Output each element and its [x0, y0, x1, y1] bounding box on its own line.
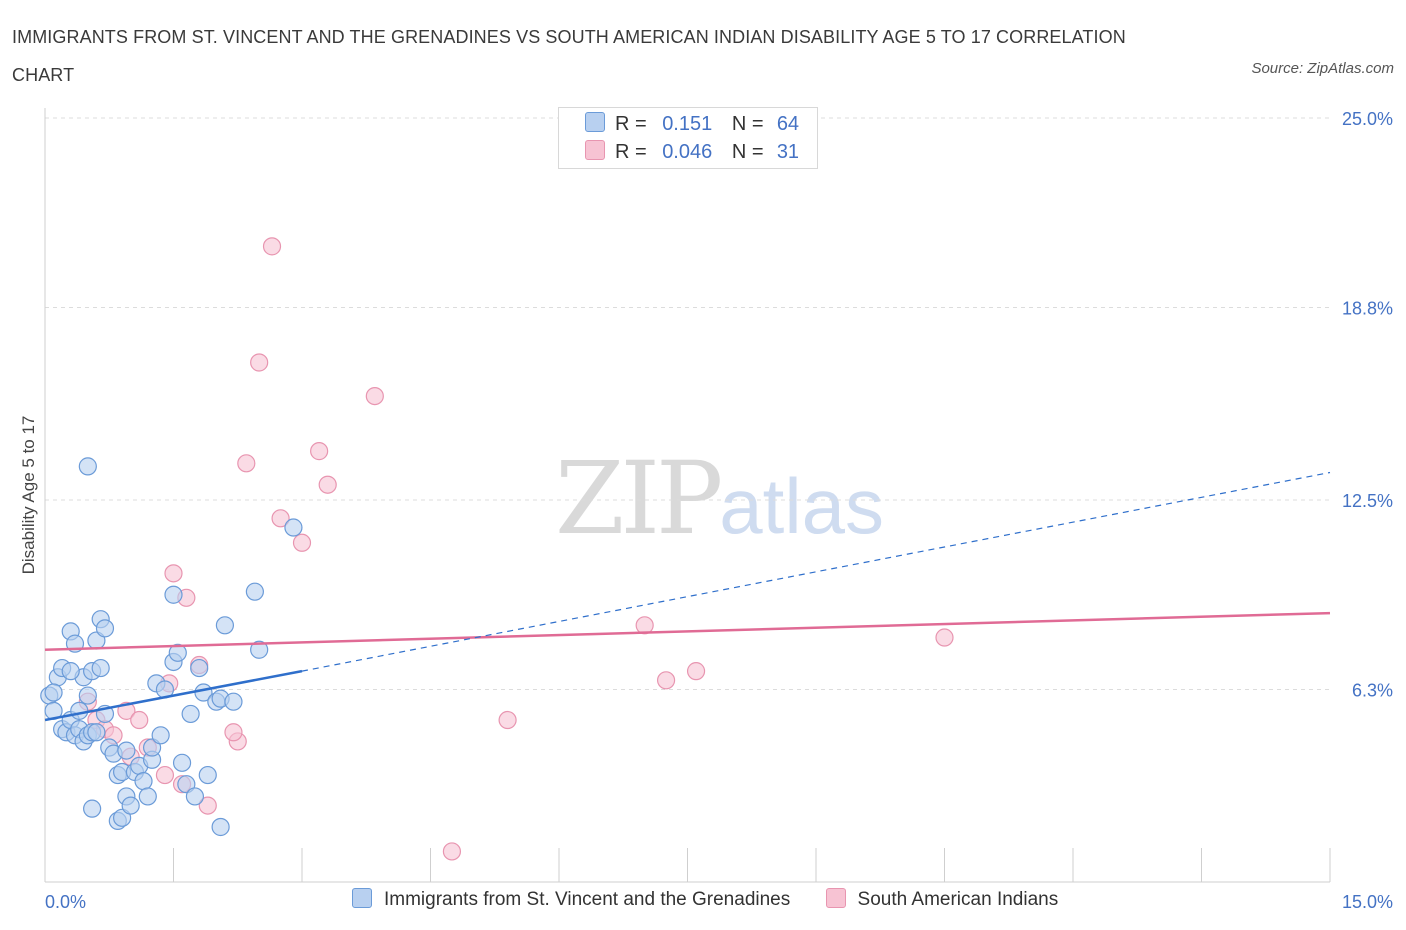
watermark-zip: ZIP — [555, 440, 723, 557]
blue-point — [181, 704, 200, 724]
blue-point — [95, 619, 115, 638]
blue-point — [211, 817, 230, 837]
pink-point — [318, 475, 337, 494]
n-value: 64 — [776, 113, 800, 135]
pink-point — [292, 533, 312, 552]
pink-swatch — [825, 888, 846, 908]
n-label: N = — [731, 141, 764, 163]
blue-swatch — [352, 888, 372, 908]
pink-point — [365, 386, 384, 406]
stats-legend-row-pink: R = 0.046 N = 31 — [585, 140, 799, 164]
legend-label: South American Indians — [857, 889, 1059, 910]
blue-trendline-extension — [301, 471, 1331, 672]
pink-point — [935, 628, 954, 647]
blue-point — [78, 686, 97, 705]
stats-legend-row-blue: R = 0.151 N = 64 — [585, 112, 799, 136]
y-axis-title: Disability Age 5 to 17 — [19, 416, 38, 575]
blue-point — [198, 765, 217, 785]
pink-point — [155, 765, 175, 785]
blue-point — [44, 683, 63, 702]
blue-point — [151, 726, 170, 745]
blue-point — [117, 741, 136, 760]
blue-point — [138, 787, 157, 806]
n-value: 31 — [776, 141, 800, 163]
blue-point — [250, 640, 269, 659]
y-tick-label: 25.0% — [1342, 109, 1393, 129]
y-tick-label: 12.5% — [1342, 491, 1393, 511]
blue-point — [61, 662, 80, 681]
pink-point — [262, 237, 282, 256]
source-label: Source: ZipAtlas.com — [1251, 60, 1394, 77]
blue-point — [172, 753, 192, 772]
blue-point — [215, 616, 234, 635]
y-tick-label: 18.8% — [1342, 298, 1393, 318]
blue-point — [190, 658, 209, 678]
blue-point — [91, 658, 110, 678]
pink-point — [310, 442, 329, 461]
legend-label: Immigrants from St. Vincent and the Gren… — [384, 889, 791, 910]
blue-point — [87, 723, 106, 742]
n-label: N = — [731, 113, 764, 135]
pink-trendline — [44, 611, 1331, 651]
blue-point — [168, 643, 187, 662]
legend-item-south-american-indians: South American Indians — [825, 888, 1059, 911]
pink-point — [237, 454, 256, 473]
pink-point — [224, 723, 243, 742]
pink-point — [498, 710, 517, 730]
watermark: ZIPatlas — [555, 440, 884, 557]
pink-point — [164, 564, 183, 583]
blue-point — [164, 585, 183, 604]
pink-swatch — [585, 140, 605, 160]
pink-point — [271, 509, 290, 528]
blue-swatch — [585, 112, 605, 132]
blue-point — [70, 701, 89, 720]
r-value: 0.046 — [662, 141, 713, 163]
blue-point — [78, 457, 97, 476]
blue-point — [121, 796, 140, 815]
r-value: 0.151 — [662, 113, 713, 135]
pink-point — [442, 842, 462, 861]
blue-trendline — [44, 669, 303, 722]
watermark-atlas: atlas — [719, 462, 885, 550]
chart-title: IMMIGRANTS FROM ST. VINCENT AND THE GREN… — [12, 27, 1126, 85]
series-legend: Immigrants from St. Vincent and the Gren… — [352, 888, 1088, 911]
y-tick-label: 6.3% — [1352, 680, 1393, 700]
pink-point — [656, 671, 676, 690]
blue-point — [284, 518, 303, 537]
r-label: R = — [615, 141, 647, 163]
pink-point — [686, 662, 706, 681]
blue-point — [224, 692, 243, 711]
blue-point — [134, 772, 153, 791]
r-label: R = — [615, 113, 647, 135]
x-tick-label: 15.0% — [1342, 892, 1393, 912]
blue-point — [185, 787, 205, 806]
blue-point — [245, 582, 264, 601]
pink-point — [250, 353, 269, 372]
stats-legend: R = 0.151 N = 64 R = 0.046 N = 31 — [558, 107, 818, 169]
pink-point — [130, 710, 149, 730]
pink-point — [198, 796, 217, 815]
legend-item-immigrants: Immigrants from St. Vincent and the Gren… — [352, 888, 790, 911]
blue-point — [83, 799, 102, 818]
x-tick-label: 0.0% — [45, 892, 86, 912]
